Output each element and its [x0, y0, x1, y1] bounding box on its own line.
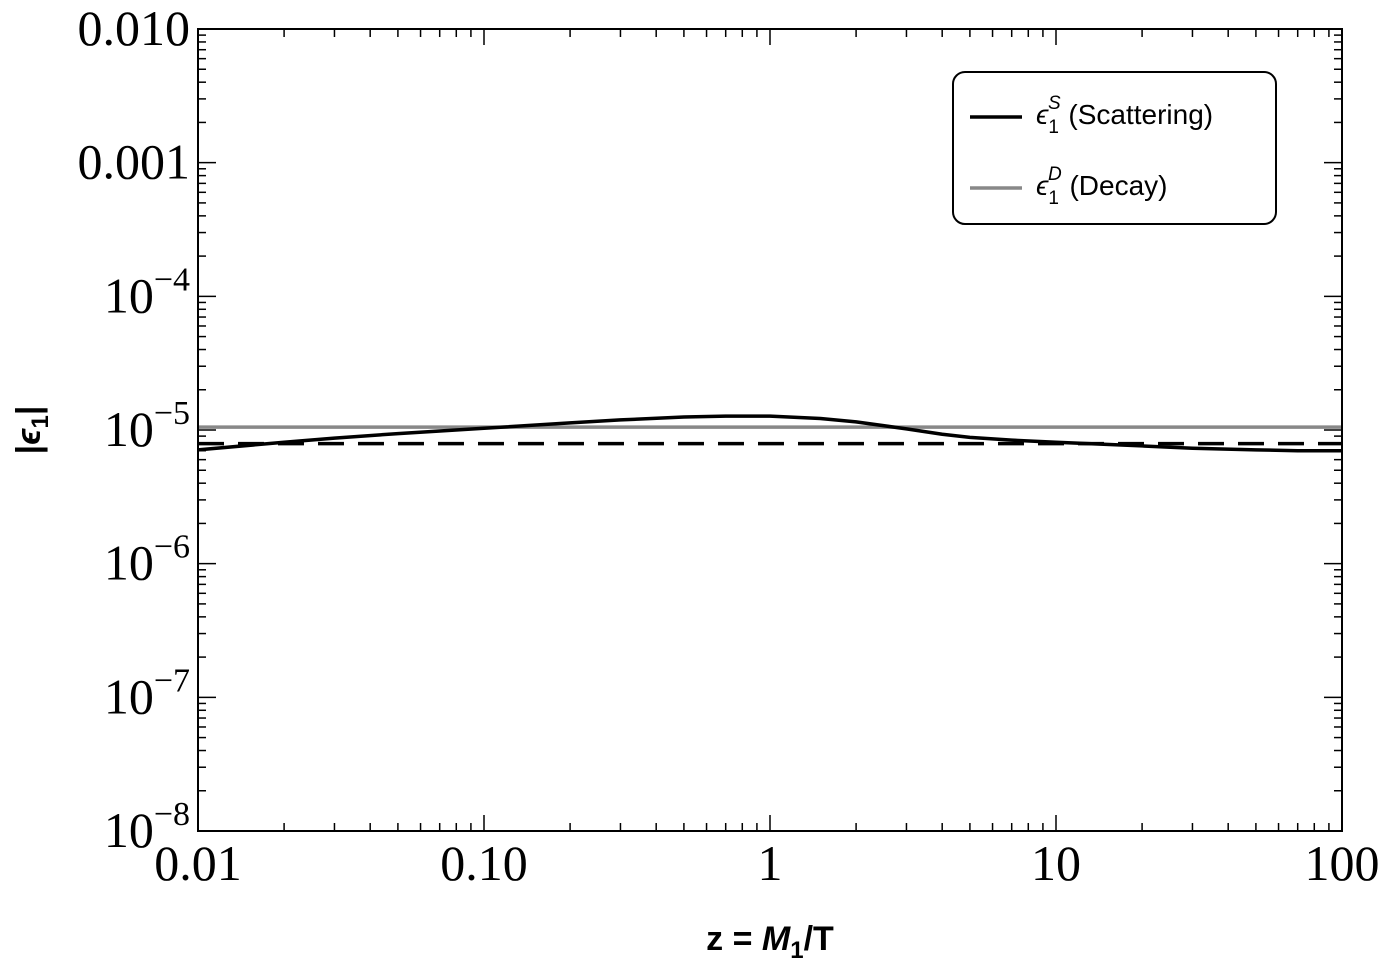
y-tick-label: 0.001 — [78, 134, 191, 190]
x-tick-label: 1 — [758, 835, 783, 891]
x-tick-label: 100 — [1305, 835, 1380, 891]
plot-frame — [197, 28, 1343, 832]
y-tick-label: 10−6 — [104, 529, 190, 591]
series-line-scattering — [197, 414, 1342, 453]
y-tick-label: 10−4 — [104, 261, 190, 323]
y-tick-label: 10−7 — [104, 662, 190, 724]
y-tick-label: 10−8 — [104, 796, 190, 858]
series-lines — [197, 414, 1342, 453]
legend-box — [952, 71, 1277, 225]
y-axis-label: |ϵ1| — [10, 406, 54, 455]
y-tick-labels: 0.010 0.001 10−4 10−5 10−6 10−7 10−8 — [78, 0, 191, 858]
legend-label-scattering: ϵ1S (Scattering) — [1036, 93, 1213, 138]
legend-label-decay: ϵ1D (Decay) — [1036, 164, 1167, 209]
x-tick-label: 10 — [1031, 835, 1081, 891]
y-tick-label: 10−5 — [104, 395, 190, 457]
y-tick-label: 0.010 — [78, 0, 191, 56]
x-tick-label: 0.01 — [154, 835, 242, 891]
x-tick-labels: 0.01 0.10 1 10 100 — [154, 835, 1379, 891]
x-tick-label: 0.10 — [440, 835, 528, 891]
legend: ϵ1S (Scattering) ϵ1D (Decay) — [952, 71, 1277, 225]
x-axis-label: z = M1/T — [706, 920, 834, 962]
